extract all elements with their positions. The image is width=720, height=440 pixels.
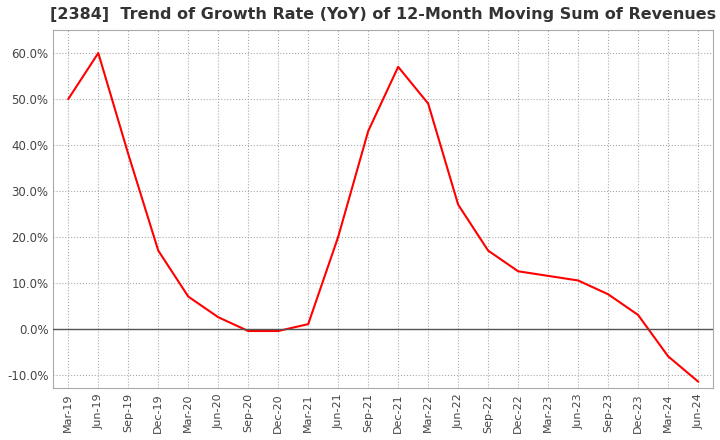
Title: [2384]  Trend of Growth Rate (YoY) of 12-Month Moving Sum of Revenues: [2384] Trend of Growth Rate (YoY) of 12-… <box>50 7 716 22</box>
